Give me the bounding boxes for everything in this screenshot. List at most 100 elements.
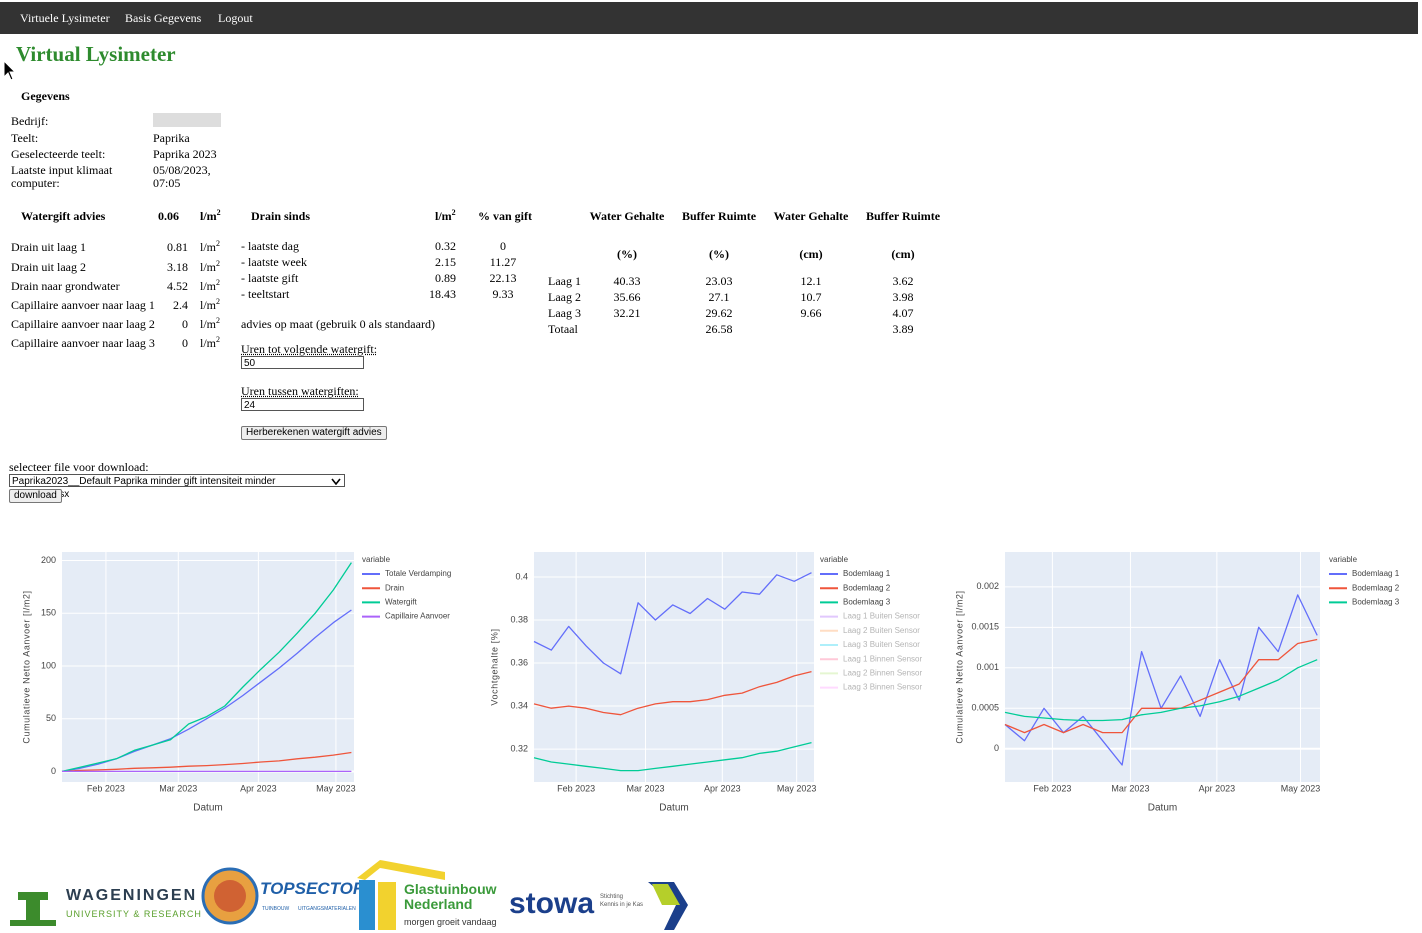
x-tick-label: May 2023 <box>1281 783 1321 793</box>
nav-link[interactable]: Basis Gegevens <box>125 11 202 25</box>
field-label: Teelt: <box>11 131 39 145</box>
field-label: Uren tot volgende watergift: <box>241 342 378 356</box>
column-heading: Buffer Ruimte <box>865 209 941 223</box>
unit: l/m2 <box>200 209 221 224</box>
field-label: Laatste input klimaat computer: <box>11 163 113 190</box>
glastuinbouw-logo: Glastuinbouw Nederland morgen groeit van… <box>357 860 497 930</box>
legend-label: Bodemlaag 1 <box>843 569 891 578</box>
download-button[interactable]: download <box>9 489 62 503</box>
chart: 0.32 0.34 0.36 0.38 0.4 Feb 2023 Mar 2023 Apr 2… <box>489 552 923 814</box>
unit-base: l/m <box>200 279 217 293</box>
unit: l/m2 <box>435 209 456 224</box>
row-value: 18.43 <box>429 287 456 301</box>
unit-exp: 2 <box>216 208 221 217</box>
x-tick-label: Mar 2023 <box>626 783 664 793</box>
legend-label: Bodemlaag 3 <box>1352 598 1400 607</box>
row-label: Drain uit laag 2 <box>11 260 86 274</box>
unit: l/m2 <box>200 317 220 332</box>
unit-base: l/m <box>435 209 452 223</box>
legend-title: variable <box>362 555 391 564</box>
row-pct: 11.27 <box>489 255 517 269</box>
select-arrow <box>331 478 341 485</box>
series-line <box>533 670 812 716</box>
y-tick-label: 0.34 <box>510 700 528 710</box>
chart: 0 50 100 150 200 Feb 2023 Mar 2023 Apr 2023 May … <box>21 552 451 814</box>
logo-text: Glastuinbouw <box>404 881 497 897</box>
text-input[interactable]: 24 <box>241 398 364 411</box>
y-tick-label: 0.38 <box>510 614 528 624</box>
series-line <box>533 741 812 772</box>
logos: WAGENINGEN UNIVERSITY & RESEARCH TOPSECT… <box>10 860 688 930</box>
legend-title: variable <box>1329 555 1358 564</box>
unit-exp: 2 <box>216 278 221 287</box>
cell: 3.89 <box>892 322 914 336</box>
field-value: 05/08/2023, 07:05 <box>153 163 211 190</box>
field-value: Paprika 2023 <box>153 147 217 161</box>
field-value: Paprika <box>153 131 190 145</box>
cell: 4.07 <box>892 306 914 320</box>
logo-text: Stichting <box>600 894 623 900</box>
x-tick-label: Apr 2023 <box>704 783 741 793</box>
row-value: 0 <box>182 336 188 350</box>
cell: 3.62 <box>892 274 914 288</box>
y-tick-label: 0.36 <box>510 657 528 667</box>
nav-link[interactable]: Virtuele Lysimeter <box>20 11 110 25</box>
text-input[interactable]: 50 <box>241 356 364 369</box>
x-tick-label: Feb 2023 <box>557 783 595 793</box>
select[interactable]: Paprika2023__Default Paprika minder gift… <box>9 474 345 500</box>
field-label: Uren tussen watergiften: <box>241 384 359 398</box>
unit-base: l/m <box>200 298 217 312</box>
cursor <box>3 60 17 81</box>
logo-text: Kennis in je Kas <box>600 902 643 908</box>
unit-base: l/m <box>200 209 217 223</box>
x-tick-label: Feb 2023 <box>1033 783 1071 793</box>
row-value: 0.89 <box>435 271 456 285</box>
row-label: Laag 2 <box>548 290 581 304</box>
unit: l/m2 <box>200 298 220 313</box>
row-label: - laatste week <box>241 255 307 269</box>
table-heading: Watergift advies <box>21 209 106 223</box>
logo-text: TOPSECTOR <box>260 879 366 898</box>
x-axis-label: Datum <box>659 803 688 814</box>
cell: 3.98 <box>892 290 914 304</box>
legend-label: Laag 1 Buiten Sensor <box>843 612 920 621</box>
page-title: Virtual Lysimeter <box>16 42 176 66</box>
row-label: Totaal <box>548 322 578 336</box>
legend-label: Totale Verdamping <box>385 569 451 578</box>
row-label: Capillaire aanvoer naar laag 1 <box>11 298 155 312</box>
unit: l/m2 <box>200 279 220 294</box>
unit-exp: 2 <box>216 316 221 325</box>
submit-button[interactable]: Herberekenen watergift advies <box>241 426 387 440</box>
chart: 0 0.0005 0.001 0.0015 0.002 Feb 2023 Mar 2023 A… <box>954 552 1400 814</box>
wur-logo: WAGENINGEN UNIVERSITY & RESEARCH <box>10 887 201 926</box>
cell: 12.1 <box>800 274 822 288</box>
field-label: Bedrijf: <box>11 114 49 128</box>
cell: 26.58 <box>705 322 733 336</box>
unit-exp: 2 <box>216 259 221 268</box>
legend-title: variable <box>820 555 849 564</box>
unit-base: l/m <box>200 317 217 331</box>
cell: 40.33 <box>613 274 641 288</box>
row-label: Drain uit laag 1 <box>11 240 86 254</box>
logo-text: WAGENINGEN <box>66 887 197 904</box>
y-tick-label: 100 <box>41 660 56 670</box>
series-line <box>1004 659 1318 722</box>
cell: 29.62 <box>705 306 733 320</box>
legend-label: Bodemlaag 3 <box>843 598 891 607</box>
row-label: Laag 3 <box>548 306 581 320</box>
row-label: Drain naar grondwater <box>11 279 120 293</box>
x-tick-label: Feb 2023 <box>87 783 125 793</box>
form-intro: advies op maat (gebruik 0 als standaard) <box>241 317 435 331</box>
row-label: Laag 1 <box>548 274 581 288</box>
cell: 23.03 <box>705 274 733 288</box>
row-label: - laatste dag <box>241 239 299 253</box>
y-axis-label: Cumulatieve Netto Aanvoer [l/m2] <box>21 590 31 743</box>
x-axis-label: Datum <box>193 803 222 814</box>
unit: l/m2 <box>200 240 220 255</box>
y-tick-label: 0.0005 <box>971 703 999 713</box>
nav-link[interactable]: Logout <box>218 11 253 25</box>
topsector-logo: TOPSECTOR TUINBOUW UITGANGSMATERIALEN <box>201 867 366 925</box>
field-label: Geselecteerde teelt: <box>11 147 106 161</box>
legend-label: Drain <box>385 583 404 592</box>
